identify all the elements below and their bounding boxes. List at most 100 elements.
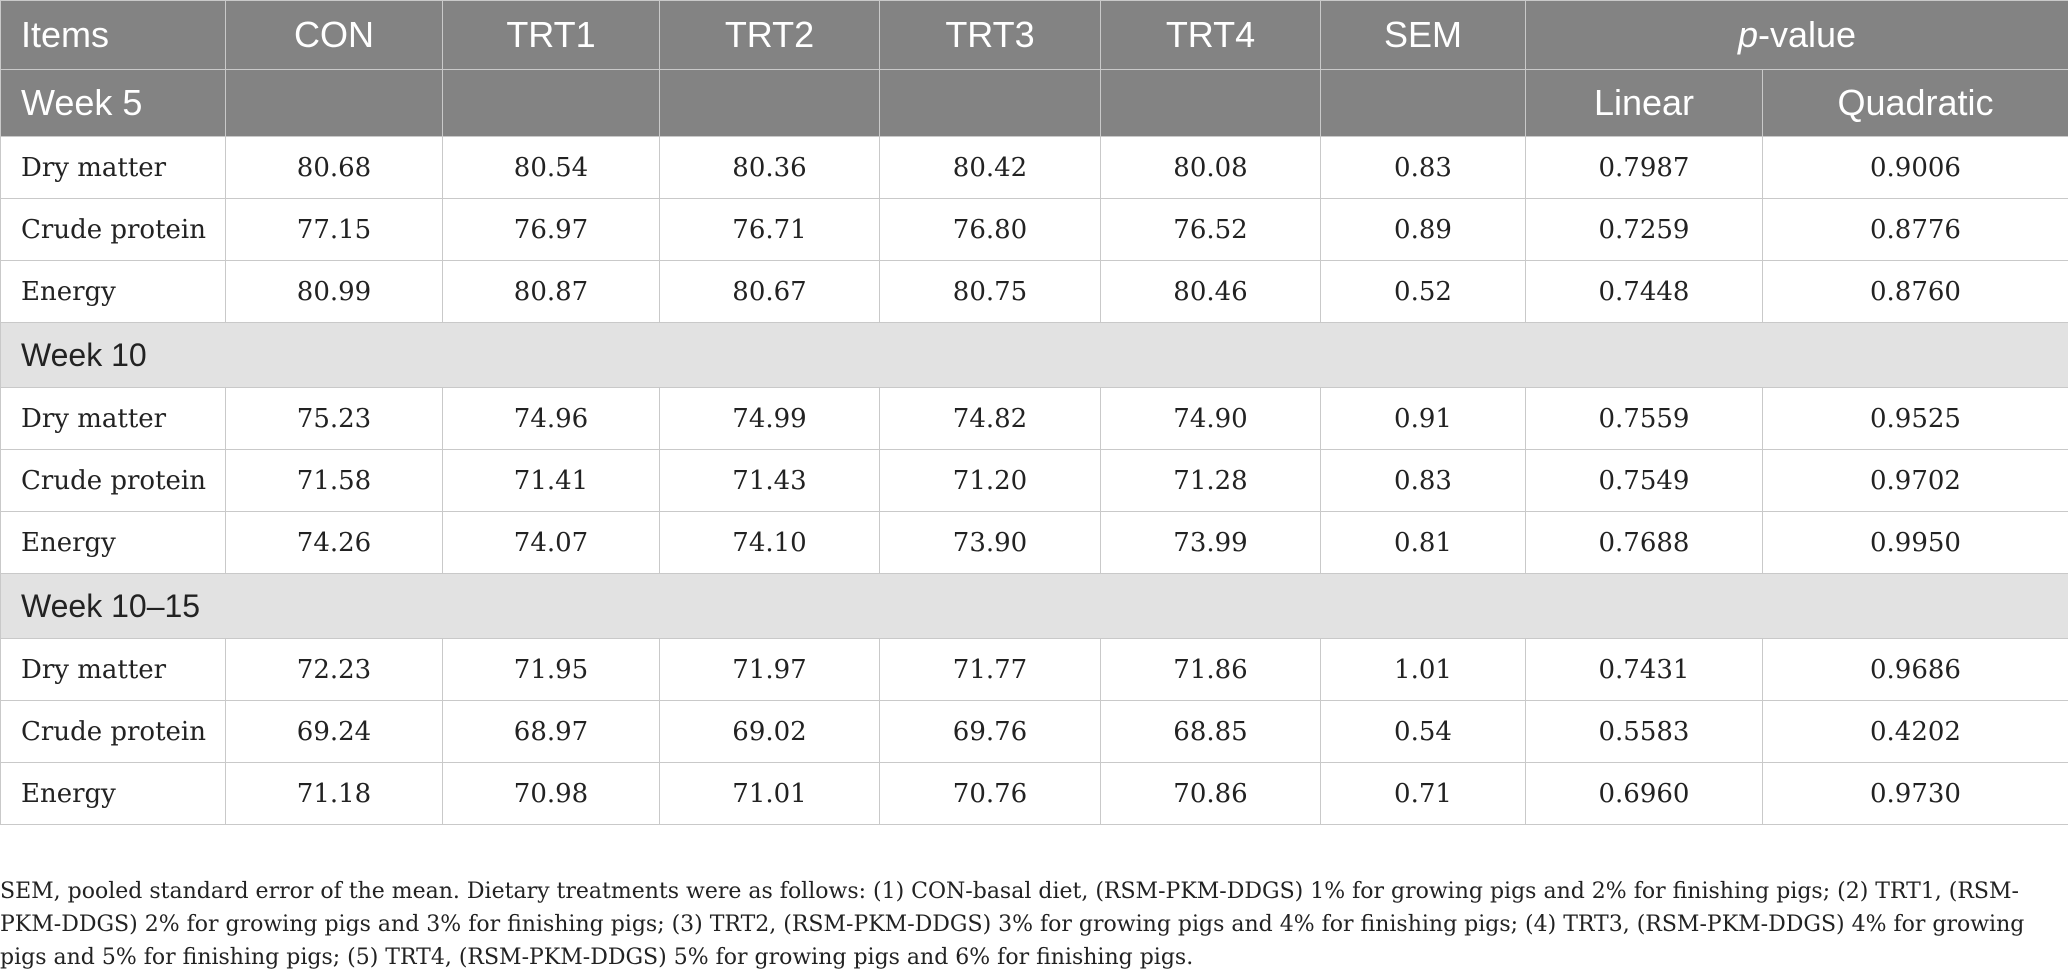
header-sem: SEM bbox=[1321, 1, 1526, 70]
cell-con: 77.15 bbox=[226, 199, 443, 261]
cell-trt4: 76.52 bbox=[1101, 199, 1321, 261]
cell-con: 80.68 bbox=[226, 137, 443, 199]
cell-trt1: 80.54 bbox=[443, 137, 660, 199]
table-footnote: SEM, pooled standard error of the mean. … bbox=[0, 875, 2040, 974]
cell-trt3: 70.76 bbox=[880, 763, 1101, 825]
cell-trt2: 76.71 bbox=[660, 199, 880, 261]
row-item-label: Crude protein bbox=[1, 199, 226, 261]
cell-trt1: 68.97 bbox=[443, 701, 660, 763]
cell-sem: 0.71 bbox=[1321, 763, 1526, 825]
cell-trt4: 74.90 bbox=[1101, 388, 1321, 450]
header-items: Items bbox=[1, 1, 226, 70]
cell-sem: 0.89 bbox=[1321, 199, 1526, 261]
header-trt1: TRT1 bbox=[443, 1, 660, 70]
cell-con: 80.99 bbox=[226, 261, 443, 323]
cell-con: 71.58 bbox=[226, 450, 443, 512]
table-header: Items CON TRT1 TRT2 TRT3 TRT4 SEM p-valu… bbox=[1, 1, 2068, 137]
cell-trt4: 71.28 bbox=[1101, 450, 1321, 512]
cell-trt3: 71.77 bbox=[880, 639, 1101, 701]
cell-trt2: 69.02 bbox=[660, 701, 880, 763]
header-quadratic: Quadratic bbox=[1763, 70, 2068, 137]
header-week5: Week 5 bbox=[1, 70, 226, 137]
cell-trt3: 73.90 bbox=[880, 512, 1101, 574]
row-item-label: Energy bbox=[1, 512, 226, 574]
header-con: CON bbox=[226, 1, 443, 70]
header-p-value: p-value bbox=[1526, 1, 2068, 70]
cell-sem: 0.52 bbox=[1321, 261, 1526, 323]
header-row-2: Week 5 Linear Quadratic bbox=[1, 70, 2068, 137]
header-empty-trt2 bbox=[660, 70, 880, 137]
cell-linear: 0.5583 bbox=[1526, 701, 1763, 763]
header-empty-trt1 bbox=[443, 70, 660, 137]
row-item-label: Dry matter bbox=[1, 639, 226, 701]
cell-sem: 0.91 bbox=[1321, 388, 1526, 450]
cell-trt3: 76.80 bbox=[880, 199, 1101, 261]
table-container: Items CON TRT1 TRT2 TRT3 TRT4 SEM p-valu… bbox=[0, 0, 2068, 825]
cell-trt2: 71.01 bbox=[660, 763, 880, 825]
header-trt3: TRT3 bbox=[880, 1, 1101, 70]
cell-con: 75.23 bbox=[226, 388, 443, 450]
row-item-label: Energy bbox=[1, 261, 226, 323]
cell-sem: 0.81 bbox=[1321, 512, 1526, 574]
header-trt4: TRT4 bbox=[1101, 1, 1321, 70]
cell-quadratic: 0.8760 bbox=[1763, 261, 2068, 323]
cell-con: 71.18 bbox=[226, 763, 443, 825]
cell-trt1: 74.96 bbox=[443, 388, 660, 450]
header-trt2: TRT2 bbox=[660, 1, 880, 70]
cell-trt1: 80.87 bbox=[443, 261, 660, 323]
cell-trt1: 76.97 bbox=[443, 199, 660, 261]
cell-quadratic: 0.8776 bbox=[1763, 199, 2068, 261]
digestibility-table: Items CON TRT1 TRT2 TRT3 TRT4 SEM p-valu… bbox=[0, 0, 2068, 825]
cell-trt1: 70.98 bbox=[443, 763, 660, 825]
cell-trt3: 69.76 bbox=[880, 701, 1101, 763]
cell-quadratic: 0.9702 bbox=[1763, 450, 2068, 512]
cell-trt3: 71.20 bbox=[880, 450, 1101, 512]
cell-trt2: 80.67 bbox=[660, 261, 880, 323]
cell-trt2: 74.10 bbox=[660, 512, 880, 574]
cell-linear: 0.7448 bbox=[1526, 261, 1763, 323]
header-empty-sem bbox=[1321, 70, 1526, 137]
cell-trt1: 74.07 bbox=[443, 512, 660, 574]
cell-trt1: 71.41 bbox=[443, 450, 660, 512]
cell-quadratic: 0.9686 bbox=[1763, 639, 2068, 701]
cell-trt4: 70.86 bbox=[1101, 763, 1321, 825]
cell-con: 72.23 bbox=[226, 639, 443, 701]
section-title: Week 10–15 bbox=[1, 574, 2068, 639]
cell-trt4: 71.86 bbox=[1101, 639, 1321, 701]
cell-linear: 0.7688 bbox=[1526, 512, 1763, 574]
row-item-label: Crude protein bbox=[1, 450, 226, 512]
header-row-1: Items CON TRT1 TRT2 TRT3 TRT4 SEM p-valu… bbox=[1, 1, 2068, 70]
cell-quadratic: 0.9525 bbox=[1763, 388, 2068, 450]
section-header-row: Week 10 bbox=[1, 323, 2068, 388]
cell-trt2: 80.36 bbox=[660, 137, 880, 199]
cell-sem: 0.83 bbox=[1321, 137, 1526, 199]
header-p-suffix: -value bbox=[1758, 14, 1856, 55]
cell-trt4: 68.85 bbox=[1101, 701, 1321, 763]
cell-linear: 0.7431 bbox=[1526, 639, 1763, 701]
cell-trt3: 80.75 bbox=[880, 261, 1101, 323]
cell-quadratic: 0.9950 bbox=[1763, 512, 2068, 574]
header-empty-con bbox=[226, 70, 443, 137]
cell-quadratic: 0.4202 bbox=[1763, 701, 2068, 763]
cell-linear: 0.7987 bbox=[1526, 137, 1763, 199]
row-item-label: Crude protein bbox=[1, 701, 226, 763]
cell-linear: 0.7549 bbox=[1526, 450, 1763, 512]
cell-trt2: 71.43 bbox=[660, 450, 880, 512]
row-item-label: Dry matter bbox=[1, 137, 226, 199]
cell-sem: 0.54 bbox=[1321, 701, 1526, 763]
cell-quadratic: 0.9006 bbox=[1763, 137, 2068, 199]
row-item-label: Energy bbox=[1, 763, 226, 825]
header-empty-trt4 bbox=[1101, 70, 1321, 137]
cell-con: 69.24 bbox=[226, 701, 443, 763]
cell-trt3: 74.82 bbox=[880, 388, 1101, 450]
row-item-label: Dry matter bbox=[1, 388, 226, 450]
cell-trt4: 80.08 bbox=[1101, 137, 1321, 199]
section-title: Week 10 bbox=[1, 323, 2068, 388]
cell-trt2: 71.97 bbox=[660, 639, 880, 701]
